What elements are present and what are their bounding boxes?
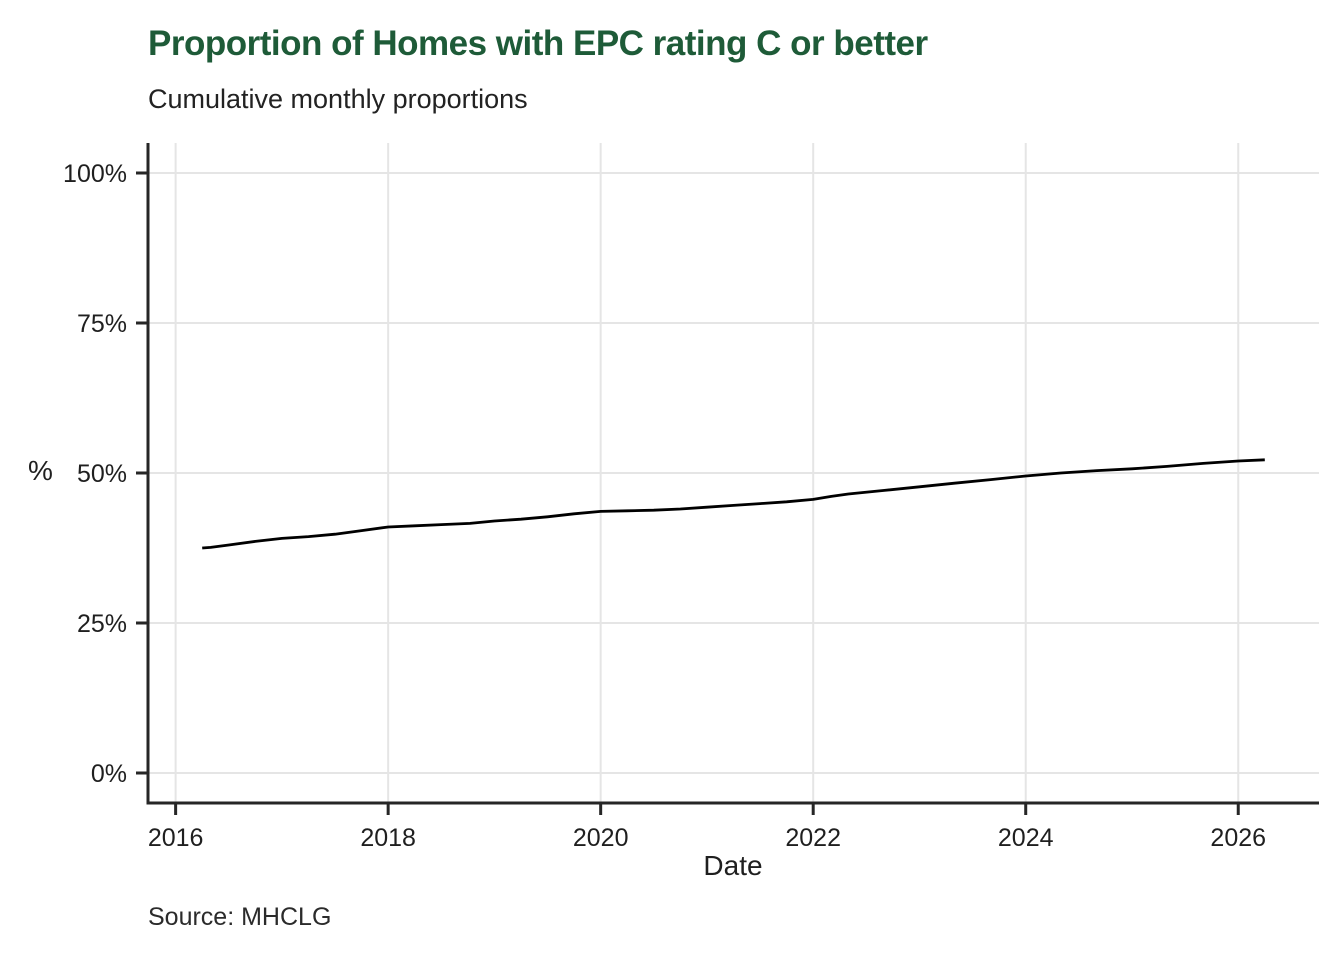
x-tick-label: 2020 [573, 824, 629, 852]
y-axis-title: % [28, 455, 53, 486]
x-tick-label: 2016 [148, 824, 204, 852]
x-axis-title: Date [703, 850, 763, 881]
y-tick-label: 0% [91, 760, 127, 788]
x-tick-label: 2018 [360, 824, 416, 852]
x-tick-label: 2024 [998, 824, 1054, 852]
y-tick-label: 75% [77, 310, 127, 338]
x-tick-label: 2022 [785, 824, 841, 852]
data-line [202, 458, 1265, 550]
chart-subtitle: Cumulative monthly proportions [148, 84, 528, 114]
y-tick-label: 50% [77, 460, 127, 488]
x-tick-label: 2026 [1210, 824, 1266, 852]
y-tick-label: 100% [63, 160, 127, 188]
y-tick-label: 25% [77, 610, 127, 638]
chart-title: Proportion of Homes with EPC rating C or… [148, 24, 928, 63]
source-note: Source: MHCLG [148, 903, 332, 931]
